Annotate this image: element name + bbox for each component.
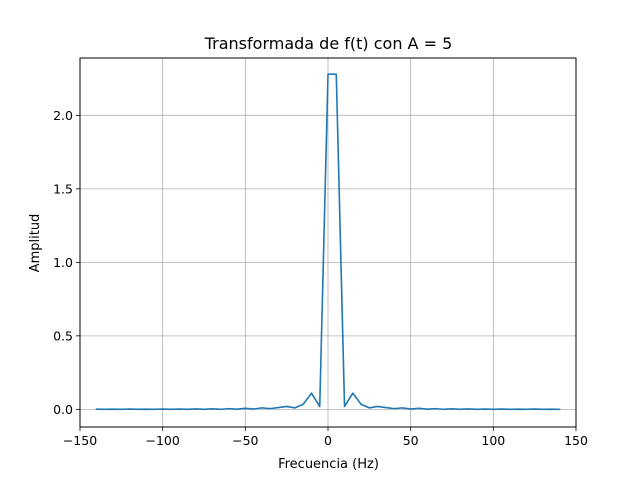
y-tick-label: 0.5 bbox=[53, 328, 73, 343]
y-tick-label: 1.0 bbox=[53, 255, 73, 270]
x-tick-label: 100 bbox=[481, 433, 505, 448]
y-tick-label: 2.0 bbox=[53, 108, 73, 123]
plot-area bbox=[95, 73, 561, 411]
grid bbox=[79, 58, 577, 427]
y-tick-label: 0.0 bbox=[53, 402, 73, 417]
ticks: −150 −100 −50 0 50 100 150 0.0 0.5 1.0 1.5 2.0 bbox=[53, 108, 588, 448]
series-line bbox=[95, 73, 561, 411]
x-tick-label: 0 bbox=[324, 433, 332, 448]
x-tick-label: −50 bbox=[232, 433, 258, 448]
x-axis-label: Frecuencia (Hz) bbox=[278, 457, 379, 472]
y-tick-label: 1.5 bbox=[53, 181, 73, 196]
x-tick-label: −100 bbox=[145, 433, 179, 448]
chart-title: Transformada de f(t) con A = 5 bbox=[204, 34, 453, 53]
x-tick-label: 150 bbox=[564, 433, 588, 448]
x-tick-label: 50 bbox=[403, 433, 419, 448]
x-tick-label: −150 bbox=[63, 433, 97, 448]
y-axis-label: Amplitud bbox=[28, 214, 43, 273]
